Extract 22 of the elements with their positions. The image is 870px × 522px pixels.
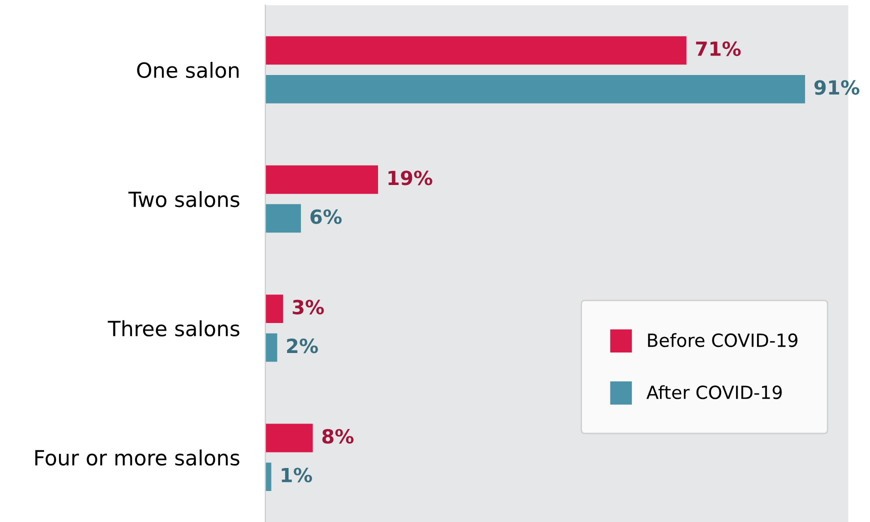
bar [265,36,686,65]
bar [265,74,806,104]
data-label: 3% [292,300,324,314]
y-tick-label: Two salons [128,191,240,208]
bar [265,165,378,194]
bar [265,462,272,491]
bar [265,424,313,452]
data-label: 6% [310,209,342,224]
y-tick-label: Four or more salons [35,449,240,466]
data-label: 91% [814,80,860,95]
bar [265,333,278,362]
bar [265,204,301,233]
data-label: 2% [287,338,318,354]
data-label: 71% [696,41,741,56]
bar [265,294,284,324]
legend-label: After COVID-19 [646,385,782,400]
y-tick-label: Three salons [108,320,240,336]
data-label: 19% [388,170,432,186]
y-tick-label: One salon [137,62,239,78]
data-label: 8% [322,428,354,444]
legend-label: Before COVID-19 [648,333,798,348]
data-label: 1% [282,468,312,482]
